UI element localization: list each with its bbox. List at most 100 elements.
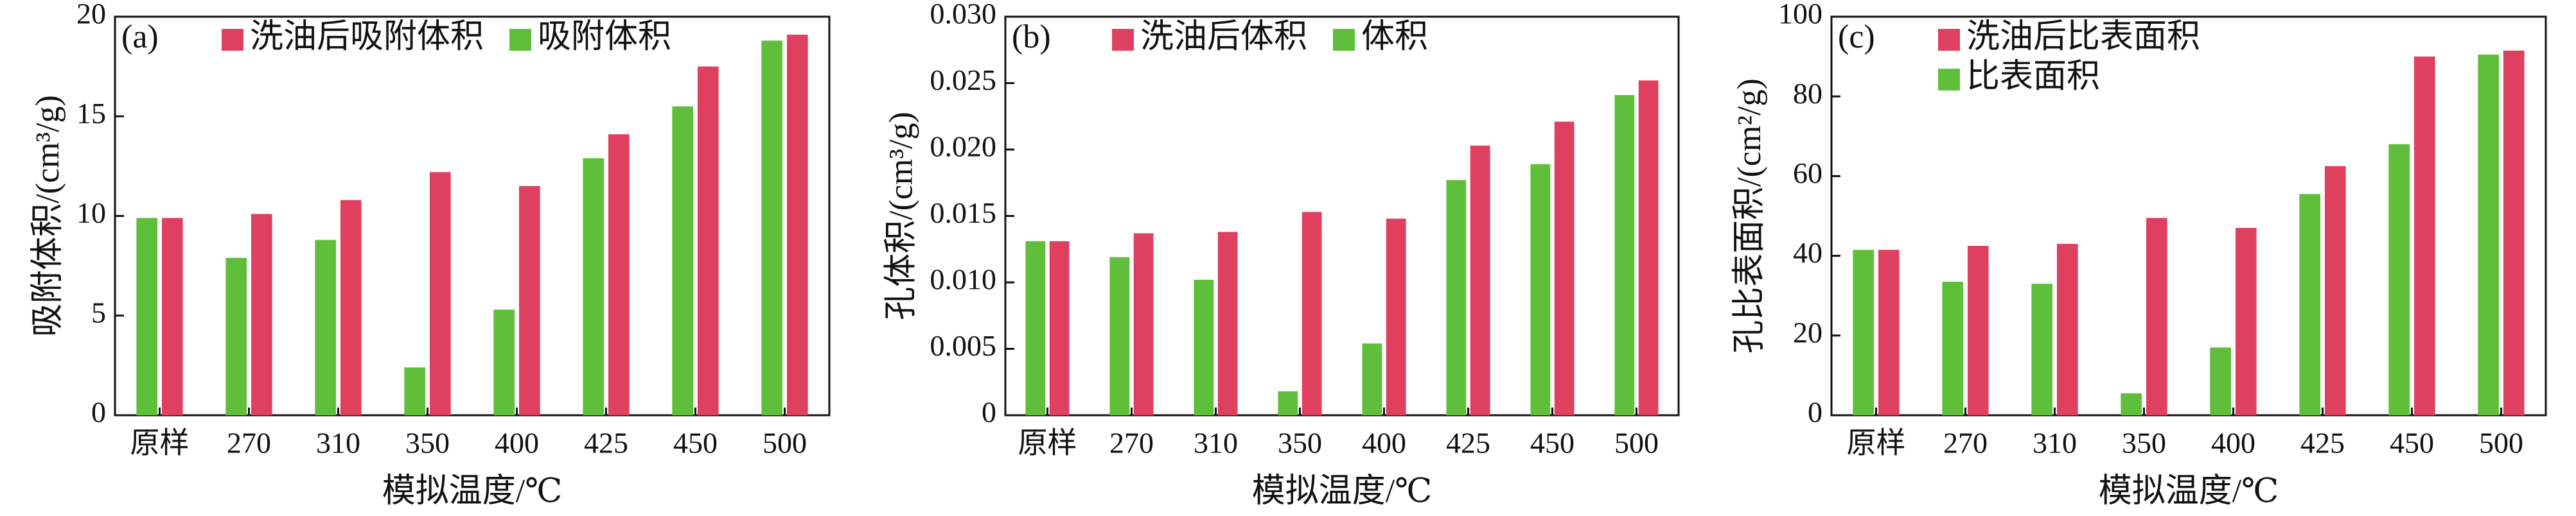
bar <box>1049 241 1070 415</box>
y-tick-label: 0.020 <box>930 130 997 163</box>
x-tick-label: 原样 <box>130 427 190 460</box>
x-tick-label: 500 <box>763 427 807 460</box>
x-tick-label: 500 <box>1614 427 1659 460</box>
bar <box>518 185 540 415</box>
bar <box>1446 180 1467 415</box>
bar <box>1386 218 1406 415</box>
bar <box>493 309 515 415</box>
y-tick-label: 20 <box>76 0 106 30</box>
x-tick-label: 400 <box>495 427 539 460</box>
y-tick-label: 0.010 <box>930 263 997 296</box>
panel-label: (c) <box>1838 19 1875 55</box>
chart-panel: 0 0.005 0.010 0.015 0.020 0.025 0.030 原样 270 310 3… <box>883 0 1680 510</box>
x-tick-label: 400 <box>1362 427 1406 460</box>
chart-panel: 0 5 10 15 20 原样 270 310 350 400 425 450 500 (a) 洗油后吸附体… <box>30 0 831 510</box>
bar <box>608 134 630 415</box>
x-tick-label: 270 <box>1109 427 1154 460</box>
y-tick-label: 0.025 <box>930 64 997 96</box>
y-tick-label: 40 <box>1793 236 1822 269</box>
panel-label: (a) <box>121 19 159 55</box>
bar <box>315 239 337 415</box>
legend-swatch <box>1333 29 1355 51</box>
legend-swatch <box>1112 29 1134 51</box>
legend-swatch <box>509 29 532 51</box>
plot-frame <box>114 15 831 417</box>
x-tick-label: 350 <box>405 427 450 460</box>
bar <box>1470 145 1490 416</box>
bar <box>1025 241 1046 415</box>
bar <box>583 158 604 415</box>
x-tick-label: 450 <box>1530 427 1575 460</box>
x-tick-label: 425 <box>584 427 628 460</box>
bar <box>251 214 272 415</box>
bar <box>1194 279 1214 415</box>
bar <box>2146 218 2167 415</box>
legend-swatch <box>1938 69 1960 90</box>
x-tick-label: 310 <box>2033 427 2077 460</box>
chart-panel: 0 20 40 60 80 100 原样 270 310 350 400 425 450 500 (c) 洗油… <box>1731 0 2547 510</box>
legend-label: 洗油后吸附体积 <box>250 19 484 55</box>
bar <box>1362 343 1382 415</box>
x-tick-label: 270 <box>1943 427 1988 460</box>
x-axis-title: 模拟温度/℃ <box>382 473 563 510</box>
x-tick-label: 425 <box>1446 427 1490 460</box>
y-axis-title: 孔比表面积/(cm²/g) <box>1731 78 1768 354</box>
y-axis-title: 孔体积/(cm³/g) <box>883 112 919 320</box>
y-tick-label: 0.005 <box>930 329 997 362</box>
bar <box>225 257 247 415</box>
legend-swatch <box>1938 29 1960 51</box>
legend-label: 比表面积 <box>1966 58 2100 95</box>
bar <box>2299 194 2321 415</box>
x-tick-label: 350 <box>1278 427 1322 460</box>
plot-frame <box>1004 15 1680 417</box>
bar <box>1942 281 1964 415</box>
bar <box>672 106 694 415</box>
bar <box>1301 212 1322 415</box>
bar <box>2503 50 2525 415</box>
panel-label: (b) <box>1012 19 1051 55</box>
bar <box>2235 228 2257 415</box>
bar <box>1133 233 1154 415</box>
x-tick-label: 450 <box>2390 427 2434 460</box>
bar <box>340 200 362 415</box>
y-tick-label: 20 <box>1793 316 1822 348</box>
x-tick-label: 310 <box>1194 427 1238 460</box>
bar <box>1217 232 1238 415</box>
y-tick-label: 100 <box>1778 0 1822 30</box>
bar <box>1554 121 1575 415</box>
bar <box>1109 257 1130 415</box>
x-tick-label: 500 <box>2479 427 2523 460</box>
x-axis-title: 模拟温度/℃ <box>2099 473 2279 510</box>
legend-label: 洗油后比表面积 <box>1966 19 2200 55</box>
plot-frame <box>1830 15 2547 417</box>
bar <box>1878 250 1900 415</box>
y-tick-label: 5 <box>91 296 106 329</box>
x-tick-label: 270 <box>227 427 271 460</box>
bar <box>786 34 808 415</box>
legend-swatch <box>222 29 243 51</box>
x-tick-label: 350 <box>2122 427 2166 460</box>
bar <box>761 40 783 415</box>
bar <box>1638 80 1659 416</box>
x-tick-label: 310 <box>316 427 360 460</box>
bar <box>2056 243 2078 415</box>
y-tick-label: 0 <box>91 396 106 429</box>
bar <box>2324 166 2346 415</box>
x-axis-title: 模拟温度/℃ <box>1252 473 1433 510</box>
y-tick-label: 0 <box>1808 396 1822 429</box>
bar <box>161 218 183 415</box>
bar <box>1530 164 1551 415</box>
y-tick-label: 15 <box>76 97 106 130</box>
x-tick-label: 原样 <box>1847 427 1906 460</box>
y-axis-title: 吸附体积/(cm³/g) <box>30 95 66 337</box>
y-tick-label: 0.030 <box>930 0 997 30</box>
bar <box>136 218 158 415</box>
y-tick-label: 60 <box>1793 157 1822 189</box>
bar <box>2121 393 2142 415</box>
x-tick-label: 450 <box>673 427 718 460</box>
bar <box>1614 95 1635 415</box>
x-tick-label: 原样 <box>1018 427 1077 460</box>
bar <box>1853 250 1875 415</box>
